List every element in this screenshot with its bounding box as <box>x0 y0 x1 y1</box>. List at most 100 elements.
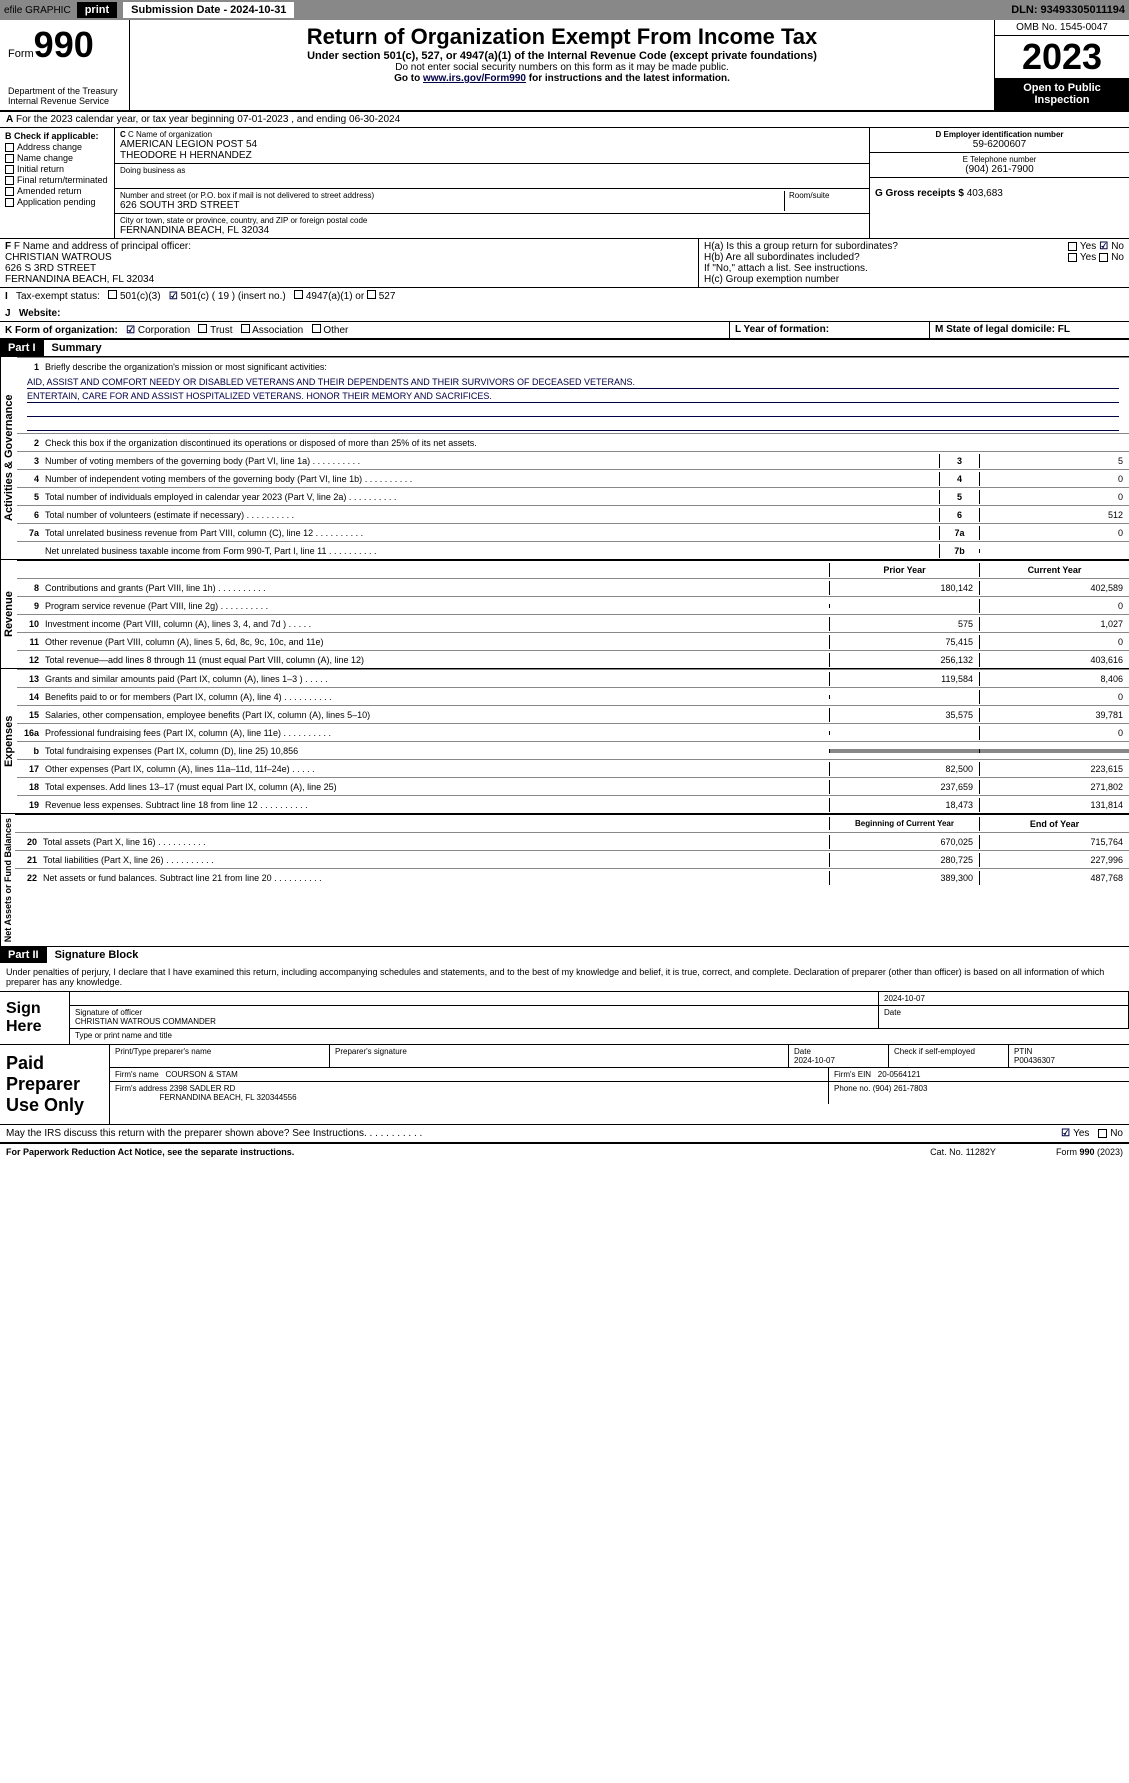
form-note: Do not enter social security numbers on … <box>134 62 990 73</box>
submission-date: Submission Date - 2024-10-31 <box>123 2 294 18</box>
sig-type-label: Type or print name and title <box>70 1029 1129 1042</box>
assoc-checkbox[interactable] <box>241 324 250 333</box>
c21: 227,996 <box>979 853 1129 867</box>
hb-no-checkbox[interactable] <box>1099 253 1108 262</box>
val-3: 5 <box>979 454 1129 468</box>
other-label: Other <box>323 325 348 336</box>
c22: 487,768 <box>979 871 1129 885</box>
dept-label: Department of the Treasury <box>8 86 121 96</box>
line-2: Check this box if the organization disco… <box>45 438 477 448</box>
501c-label: 501(c) ( 19 ) (insert no.) <box>181 291 286 302</box>
form-number: 990 <box>34 24 94 65</box>
m-label: M State of legal domicile: FL <box>935 324 1070 335</box>
name-change-label: Name change <box>17 153 73 163</box>
c13: 8,406 <box>979 672 1129 686</box>
city-value: FERNANDINA BEACH, FL 32034 <box>120 225 864 236</box>
g-label: G Gross receipts $ <box>875 188 964 199</box>
paid-label: Paid Preparer Use Only <box>0 1045 110 1124</box>
activities-governance: Activities & Governance 1Briefly describ… <box>0 356 1129 559</box>
sig-date-val: 2024-10-07 <box>884 994 925 1003</box>
line-1: Briefly describe the organization's miss… <box>45 360 1129 374</box>
tax-year: 2023 <box>995 36 1129 78</box>
part2-label: Part II <box>0 947 47 963</box>
p9 <box>829 604 979 608</box>
ha-no: No <box>1111 241 1124 252</box>
firm-ein-val: 20-0564121 <box>878 1070 921 1079</box>
app-pending-checkbox[interactable] <box>5 198 14 207</box>
firm-addr-label: Firm's address <box>115 1084 167 1093</box>
other-checkbox[interactable] <box>312 324 321 333</box>
irs-link[interactable]: www.irs.gov/Form990 <box>423 73 526 84</box>
form-header: Form990 Department of the Treasury Inter… <box>0 20 1129 112</box>
address-change-checkbox[interactable] <box>5 143 14 152</box>
discuss-label: May the IRS discuss this return with the… <box>6 1128 422 1139</box>
section-b: B Check if applicable: Address change Na… <box>0 128 1129 239</box>
c17: 223,615 <box>979 762 1129 776</box>
p15: 35,575 <box>829 708 979 722</box>
val-4: 0 <box>979 472 1129 486</box>
val-6: 512 <box>979 508 1129 522</box>
footer-cat: Cat. No. 11282Y <box>930 1147 996 1157</box>
street-label: Number and street (or P.O. box if mail i… <box>120 191 784 200</box>
initial-return-checkbox[interactable] <box>5 165 14 174</box>
sign-here-label: Sign Here <box>0 992 70 1044</box>
c9: 0 <box>979 599 1129 613</box>
trust-label: Trust <box>210 325 232 336</box>
p21: 280,725 <box>829 853 979 867</box>
trust-checkbox[interactable] <box>198 324 207 333</box>
form-subtitle: Under section 501(c), 527, or 4947(a)(1)… <box>134 50 990 62</box>
vtext-exp: Expenses <box>0 669 17 813</box>
ptin-label: PTIN <box>1014 1047 1124 1056</box>
p11: 75,415 <box>829 635 979 649</box>
l-label: L Year of formation: <box>735 324 829 335</box>
assoc-label: Association <box>252 325 303 336</box>
mission-1: AID, ASSIST AND COMFORT NEEDY OR DISABLE… <box>27 377 1119 389</box>
discuss-no-checkbox[interactable] <box>1098 1129 1107 1138</box>
declaration: Under penalties of perjury, I declare th… <box>0 963 1129 991</box>
4947-checkbox[interactable] <box>294 290 303 299</box>
expenses-section: Expenses 13Grants and similar amounts pa… <box>0 668 1129 813</box>
hb-label: H(b) Are all subordinates included? <box>704 252 1068 263</box>
name-change-checkbox[interactable] <box>5 154 14 163</box>
paid-preparer-row: Paid Preparer Use Only Print/Type prepar… <box>0 1044 1129 1124</box>
p19: 18,473 <box>829 798 979 812</box>
501c3-checkbox[interactable] <box>108 290 117 299</box>
prep-date-val: 2024-10-07 <box>794 1056 883 1065</box>
line-14: Benefits paid to or for members (Part IX… <box>45 690 829 704</box>
firm-name-label: Firm's name <box>115 1070 159 1079</box>
b-label: B Check if applicable: <box>5 131 109 141</box>
line-7b: Net unrelated business taxable income fr… <box>45 544 939 558</box>
p13: 119,584 <box>829 672 979 686</box>
org-name-1: AMERICAN LEGION POST 54 <box>120 139 864 150</box>
p12: 256,132 <box>829 653 979 667</box>
part-2-header: Part IISignature Block <box>0 947 1129 963</box>
form-label: Form <box>8 48 34 60</box>
mission-2: ENTERTAIN, CARE FOR AND ASSIST HOSPITALI… <box>27 391 1119 403</box>
vtext-rev: Revenue <box>0 560 17 668</box>
line-12: Total revenue—add lines 8 through 11 (mu… <box>45 653 829 667</box>
p16b <box>829 749 979 753</box>
val-7b <box>979 549 1129 553</box>
c18: 271,802 <box>979 780 1129 794</box>
firm-ein-label: Firm's EIN <box>834 1070 871 1079</box>
d-label: D Employer identification number <box>875 130 1124 139</box>
ha-yes-checkbox[interactable] <box>1068 242 1077 251</box>
ein-value: 59-6200607 <box>875 139 1124 150</box>
hb-yes-checkbox[interactable] <box>1068 253 1077 262</box>
header-end: End of Year <box>979 817 1129 831</box>
501c3-label: 501(c)(3) <box>120 291 161 302</box>
527-checkbox[interactable] <box>367 290 376 299</box>
print-button[interactable]: print <box>77 2 117 18</box>
line-20: Total assets (Part X, line 16) <box>43 835 829 849</box>
initial-return-label: Initial return <box>17 164 64 174</box>
final-return-label: Final return/terminated <box>17 175 108 185</box>
amended-return-checkbox[interactable] <box>5 187 14 196</box>
e-label: E Telephone number <box>875 155 1124 164</box>
officer-name: CHRISTIAN WATROUS <box>5 252 693 263</box>
part1-title: Summary <box>44 340 110 356</box>
discuss-yes: Yes <box>1073 1128 1089 1139</box>
dba-label: Doing business as <box>120 166 864 175</box>
sig-officer-label: Signature of officer <box>75 1008 873 1017</box>
phone-value: (904) 261-7900 <box>875 164 1124 175</box>
final-return-checkbox[interactable] <box>5 176 14 185</box>
